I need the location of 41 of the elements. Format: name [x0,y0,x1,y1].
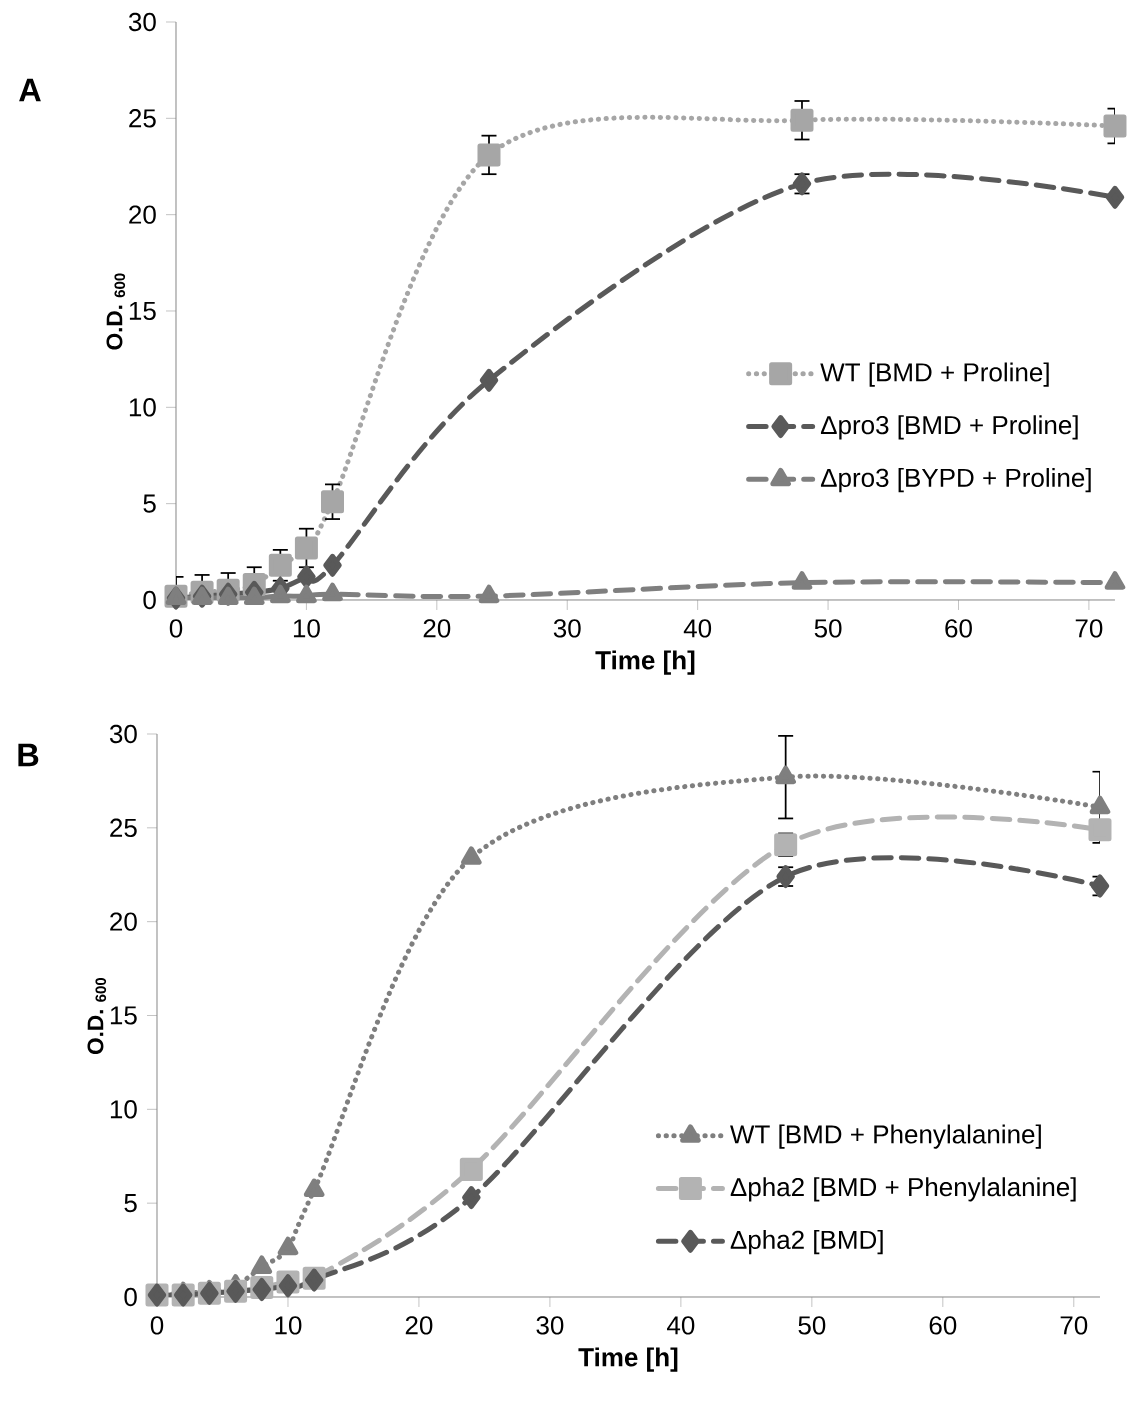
y-tick-label: 5 [124,1194,137,1213]
x-axis-title: Time [h] [595,650,695,675]
chart-title: B [18,743,39,767]
x-axis-title: Time [h] [578,1347,678,1372]
legend-label: WT [BMD + Proline] [820,362,1049,387]
y-tick-label: 20 [110,912,137,931]
x-tick-label: 40 [667,1316,695,1335]
y-axis-title: O.D. $_{600}$ [87,977,107,1054]
x-tick-label: 50 [814,619,842,638]
x-tick-label: 0 [169,619,183,638]
legend-label: Δpro3 [BMD + Proline] [820,415,1078,440]
legend-label: Δpro3 [BYPD + Proline] [820,467,1091,493]
text: A [19,78,41,102]
x-tick-label: 50 [798,1316,826,1335]
x-tick-label: 70 [1075,619,1103,638]
x-tick-label: 60 [945,619,972,638]
x-tick-label: 40 [683,619,712,638]
y-tick-label: 0 [124,1287,137,1307]
y-tick-label: 25 [110,818,137,838]
y-tick-label: 30 [128,12,156,32]
y-tick-label: 0 [143,590,156,610]
y-tick-label: 15 [110,1006,137,1025]
x-tick-label: 60 [929,1316,957,1335]
x-tick-label: 10 [275,1316,302,1335]
y-tick-label: 25 [129,109,156,128]
y-tick-label: 10 [110,1100,137,1119]
y-axis-title: O.D. $_{600}$ [106,273,126,350]
x-tick-label: 10 [293,619,320,638]
y-tick-label: 20 [129,205,156,224]
legend-label: Δpha2 [BMD] [730,1229,883,1255]
legend-label: WT [BMD + Phenylalanine] [730,1124,1041,1149]
legend-label: Δpha2 [BMD + Phenylalanine] [730,1177,1076,1202]
y-tick-label: 15 [129,301,156,321]
x-tick-label: 20 [423,619,451,638]
y-tick-label: 5 [143,494,156,513]
x-tick-label: 20 [405,1316,433,1335]
x-tick-label: 70 [1060,1316,1088,1335]
y-tick-label: 10 [129,398,156,417]
x-tick-label: 30 [553,619,581,638]
x-tick-label: 30 [536,1316,564,1335]
y-tick-label: 30 [109,724,137,744]
